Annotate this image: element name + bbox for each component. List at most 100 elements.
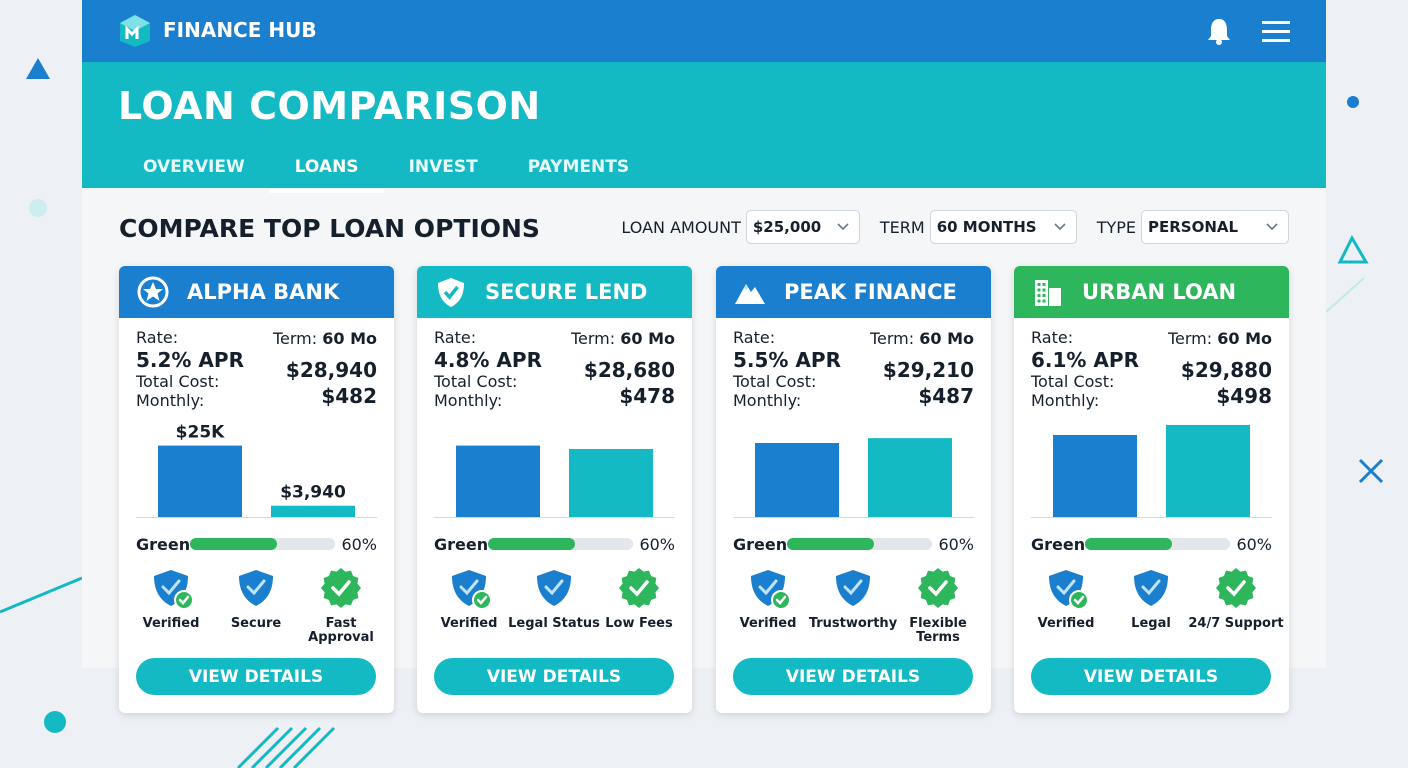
page-title: LOAN COMPARISON <box>118 84 541 128</box>
icon-shape <box>537 570 571 606</box>
badge-icon <box>619 568 659 608</box>
chevron-path <box>1266 223 1278 231</box>
rate: 4.8% APR <box>434 348 542 372</box>
cost-chart <box>434 445 675 518</box>
icon-shape <box>331 580 351 597</box>
badge-label: Verified <box>739 616 797 631</box>
tabs: OVERVIEW LOANS INVEST PAYMENTS <box>118 148 654 193</box>
monthly-payment: $498 <box>1216 384 1272 408</box>
card-name: URBAN LOAN <box>1082 280 1237 304</box>
tab[interactable]: INVEST <box>408 157 478 177</box>
filter-value: 60 MONTHS <box>936 218 1037 236</box>
chart-bar <box>271 505 355 517</box>
tab[interactable]: PAYMENTS <box>527 157 630 177</box>
term-value: 60 Mo <box>620 329 675 348</box>
total-label: Total Cost: <box>434 372 518 391</box>
rate: 6.1% APR <box>1031 348 1139 372</box>
chevron-path <box>837 223 849 231</box>
chart-bar <box>569 449 653 517</box>
cost-chart: $25K $3,940 <box>136 423 377 518</box>
badge-icon <box>1216 568 1256 608</box>
section-title: COMPARE TOP LOAN OPTIONS <box>119 214 540 243</box>
card-icon <box>137 276 169 308</box>
icon-shape <box>544 579 564 596</box>
icon-shape <box>619 568 659 608</box>
rate-label: Rate: <box>136 328 179 347</box>
chart-bar <box>1053 435 1137 517</box>
green-track <box>190 538 335 550</box>
green-track <box>787 538 932 550</box>
icon-shape <box>476 595 488 605</box>
badge-icon <box>918 568 958 608</box>
view-details-button[interactable]: VIEW DETAILS <box>136 658 376 695</box>
chevron <box>1266 223 1278 231</box>
filter-label: LOAN AMOUNT <box>621 217 741 237</box>
icon-shape <box>1141 579 1161 596</box>
chart-bar <box>1166 425 1250 517</box>
badge-icon <box>1049 570 1089 610</box>
rate-label: Rate: <box>434 328 477 347</box>
filter-label: TYPE <box>1096 217 1136 237</box>
icon-shape <box>1042 299 1046 303</box>
term-value: 60 Mo <box>322 329 377 348</box>
filter-select[interactable]: $25,000 <box>745 210 860 244</box>
icon-shape <box>836 570 870 606</box>
bar-label: $3,940 <box>280 483 346 503</box>
view-details-button[interactable]: VIEW DETAILS <box>434 658 674 695</box>
icon-shape <box>775 595 787 605</box>
filter-select[interactable]: PERSONAL <box>1141 210 1289 244</box>
view-details-button[interactable]: VIEW DETAILS <box>733 658 973 695</box>
green-track <box>488 538 633 550</box>
total-cost: $28,940 <box>285 358 377 382</box>
rate: 5.2% APR <box>136 348 244 372</box>
icon-shape <box>1037 299 1041 303</box>
view-details-button[interactable]: VIEW DETAILS <box>1031 658 1271 695</box>
badge-label: Flexible Terms <box>909 616 967 645</box>
chevron <box>1054 223 1066 231</box>
icon-shape <box>1042 283 1046 286</box>
green-label: Green <box>136 535 191 554</box>
monthly-label: Monthly: <box>136 391 205 410</box>
total-label: Total Cost: <box>733 372 817 391</box>
chart-bar <box>868 438 952 517</box>
card-header: SECURE LEND <box>417 266 692 318</box>
total-label: Total Cost: <box>1031 372 1115 391</box>
icon-shape <box>1056 579 1076 596</box>
term-label: Term: <box>869 329 915 348</box>
monthly-payment: $487 <box>918 384 974 408</box>
icon-shape <box>1037 294 1041 297</box>
green-label: Green <box>1031 535 1086 554</box>
cost-chart <box>733 438 974 518</box>
badge-label: 24/7 Support <box>1188 616 1284 631</box>
loan-card: SECURE LEND Rate: 4.8% APR Total Cost: Month… <box>417 266 692 713</box>
track-fill <box>787 538 874 550</box>
icon-shape <box>459 579 479 596</box>
badge-icon <box>751 570 791 610</box>
icon-shape <box>629 580 649 597</box>
term-value: 60 Mo <box>1217 329 1272 348</box>
badge-icon <box>836 570 870 606</box>
card-header: URBAN LOAN <box>1014 266 1289 318</box>
loan-card: PEAK FINANCE Rate: 5.5% APR Total Cost: Mont… <box>716 266 991 713</box>
tab[interactable]: OVERVIEW <box>143 157 245 177</box>
chart-bar <box>158 445 242 517</box>
term-value: 60 Mo <box>919 329 974 348</box>
card-icon <box>735 284 765 304</box>
monthly-payment: $482 <box>321 384 377 408</box>
filter-select[interactable]: 60 MONTHS <box>929 210 1077 244</box>
menu-icon[interactable] <box>1262 20 1290 42</box>
card-icon <box>1035 280 1061 306</box>
term: Term: 60 Mo <box>273 329 377 348</box>
icon-shape <box>1042 294 1046 297</box>
filter-label: TERM <box>879 217 925 237</box>
badge-label: Verified <box>142 616 200 631</box>
card-name: SECURE LEND <box>485 280 648 304</box>
card-icon <box>438 278 464 307</box>
bell-icon[interactable] <box>1206 17 1232 45</box>
icon-shape <box>1216 568 1256 608</box>
tab[interactable]: LOANS <box>269 148 384 193</box>
icon-shape <box>137 276 169 308</box>
